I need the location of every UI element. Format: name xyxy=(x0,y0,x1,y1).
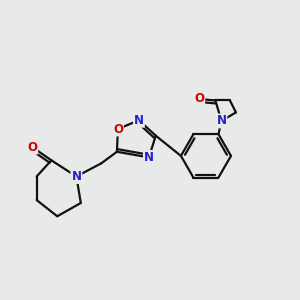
Text: N: N xyxy=(216,115,226,128)
Text: N: N xyxy=(144,151,154,164)
Text: N: N xyxy=(71,170,81,183)
Text: O: O xyxy=(113,122,123,136)
Text: N: N xyxy=(134,114,144,127)
Text: O: O xyxy=(27,141,37,154)
Text: O: O xyxy=(194,92,204,106)
